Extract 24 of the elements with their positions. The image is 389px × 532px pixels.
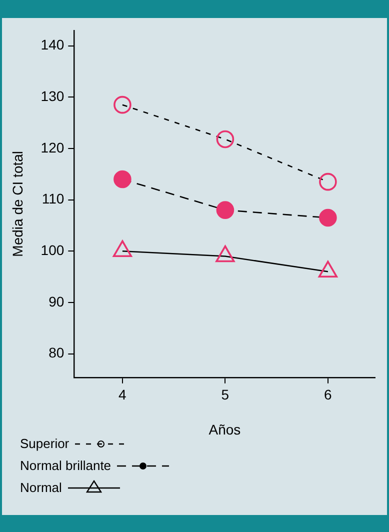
y-tick-label: 80 [48, 344, 64, 361]
legend-label: Normal brillante [20, 458, 112, 472]
y-tick-label: 140 [40, 36, 64, 53]
point [319, 172, 337, 191]
point [318, 260, 338, 278]
x-tick-label: 4 [118, 386, 127, 403]
point [319, 208, 337, 227]
point [216, 245, 235, 262]
y-tick-label: 130 [40, 88, 64, 104]
point [114, 170, 132, 188]
x-tick-label: 6 [324, 386, 332, 403]
x-axis-title: Años [208, 421, 241, 438]
y-axis-title: Media de CI total [9, 150, 26, 257]
y-tick-label: 100 [40, 242, 64, 258]
point [112, 240, 132, 258]
point [114, 96, 132, 114]
x-tick-label: 5 [221, 386, 230, 403]
legend-label: Normal [20, 480, 62, 494]
legend-label: Superior [20, 436, 70, 450]
y-tick-label: 110 [42, 190, 64, 207]
y-tick-label: 120 [40, 139, 64, 156]
y-tick-label: 90 [48, 293, 64, 310]
point [216, 201, 234, 219]
point [216, 130, 234, 148]
